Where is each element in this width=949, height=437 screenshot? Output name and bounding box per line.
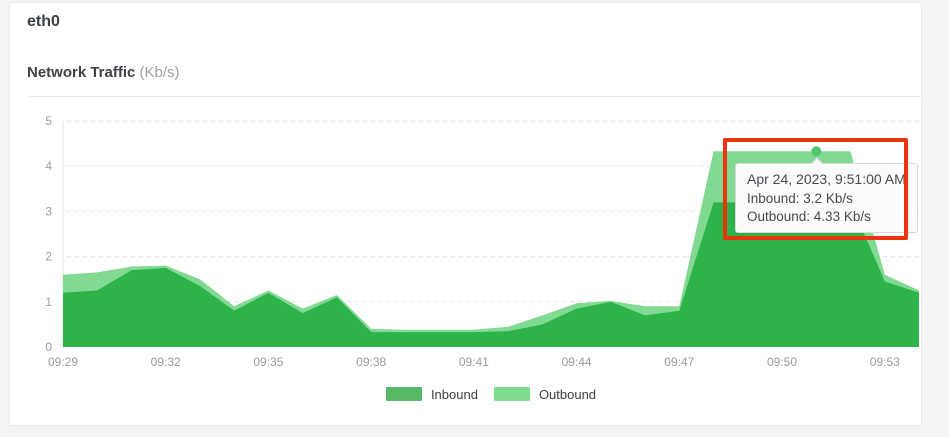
- hover-point-marker: [811, 146, 822, 157]
- chart-legend: Inbound Outbound: [63, 385, 919, 403]
- legend-item-outbound[interactable]: Outbound: [493, 386, 597, 402]
- y-tick-label: 2: [45, 250, 52, 264]
- x-tick-label: 09:50: [767, 355, 797, 369]
- y-tick-label: 3: [45, 204, 52, 218]
- y-tick-label: 0: [45, 340, 52, 354]
- x-tick-label: 09:41: [459, 355, 489, 369]
- outbound-legend-label: Outbound: [538, 386, 597, 402]
- inbound-legend-swatch: [385, 387, 422, 401]
- tooltip-caret-inner: [811, 159, 823, 165]
- inbound-legend-label: Inbound: [430, 386, 478, 402]
- x-tick-label: 09:29: [48, 355, 78, 369]
- header-divider: [27, 96, 922, 97]
- chart-title-unit-text: (Kb/s): [139, 64, 180, 81]
- x-tick-label: 09:38: [356, 355, 386, 369]
- x-tick-label: 09:35: [253, 355, 283, 369]
- y-tick-label: 5: [45, 114, 52, 128]
- y-tick-label: 1: [45, 295, 52, 309]
- chart-title: Network Traffic (Kb/s): [27, 64, 180, 81]
- x-tick-label: 09:53: [870, 355, 900, 369]
- interface-title: eth0: [27, 13, 60, 30]
- x-tick-label: 09:44: [562, 355, 592, 369]
- inbound-area: [63, 202, 919, 347]
- chart-title-text: Network Traffic: [27, 64, 136, 81]
- tooltip-inbound-value: Inbound: 3.2 Kb/s: [747, 191, 853, 206]
- tooltip-timestamp: Apr 24, 2023, 9:51:00 AM: [747, 171, 906, 187]
- tooltip-outbound-value: Outbound: 4.33 Kb/s: [747, 209, 871, 224]
- annotation-highlight-box: [723, 138, 908, 240]
- y-tick-label: 4: [45, 159, 52, 173]
- legend-item-inbound[interactable]: Inbound: [385, 386, 478, 402]
- x-tick-label: 09:47: [664, 355, 694, 369]
- chart-tooltip: Apr 24, 2023, 9:51:00 AM Inbound: 3.2 Kb…: [735, 157, 918, 233]
- outbound-legend-swatch: [493, 387, 530, 401]
- x-tick-label: 09:32: [151, 355, 181, 369]
